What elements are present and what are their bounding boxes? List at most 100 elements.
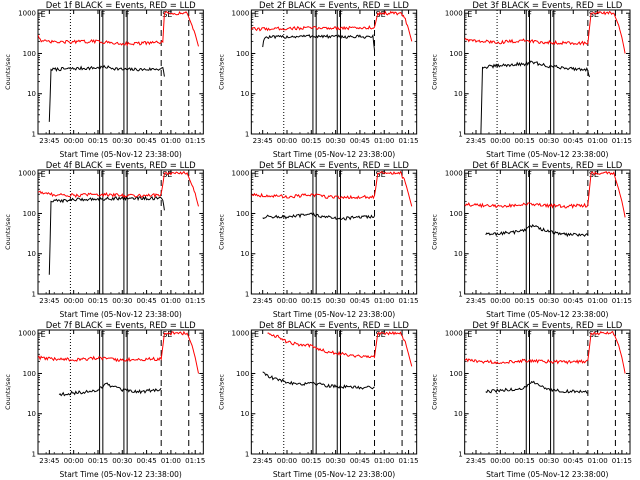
x-tick-label: 23:45 xyxy=(39,297,59,305)
y-tick-label: 100 xyxy=(23,210,36,218)
y-tick-label: 10 xyxy=(240,90,249,98)
x-tick-label: 00:30 xyxy=(539,137,559,145)
x-tick-label: 01:00 xyxy=(587,297,607,305)
x-tick-label: 23:45 xyxy=(39,457,59,465)
x-axis-label: Start Time (05-Nov-12 23:38:00) xyxy=(486,150,608,159)
chart-panel-2: Det 2f BLACK = Events, RED = LLD Counts/s… xyxy=(217,1,418,159)
lld-series-line xyxy=(38,11,199,47)
event-marker-label: F xyxy=(314,170,319,179)
y-axis-label: Counts/sec xyxy=(4,54,12,90)
event-marker-label: E xyxy=(41,10,46,19)
event-marker-label: F xyxy=(125,10,130,19)
event-marker-label: F xyxy=(314,10,319,19)
events-series-line xyxy=(58,382,162,397)
y-tick-label: 10 xyxy=(27,410,36,418)
x-axis-label: Start Time (05-Nov-12 23:38:00) xyxy=(273,150,395,159)
x-tick-label: 00:15 xyxy=(515,137,535,145)
x-tick-label: 01:00 xyxy=(161,297,181,305)
plot-frame xyxy=(464,9,631,135)
x-tick-label: 01:00 xyxy=(374,297,394,305)
x-tick-label: 00:45 xyxy=(563,457,583,465)
plot-frame xyxy=(250,169,418,295)
x-tick-label: 00:45 xyxy=(137,137,157,145)
event-marker-label: SE xyxy=(376,330,386,339)
event-marker-label: F xyxy=(552,330,557,339)
x-tick-label: 01:15 xyxy=(612,137,632,145)
event-marker-label: SE xyxy=(376,10,386,19)
x-axis-label: Start Time (05-Nov-12 23:38:00) xyxy=(60,310,182,319)
x-tick-label: 00:45 xyxy=(137,297,157,305)
y-axis-label: Counts/sec xyxy=(4,214,12,250)
y-tick-label: 100 xyxy=(449,370,462,378)
lld-series-line xyxy=(464,171,626,218)
y-axis-label: Counts/sec xyxy=(431,214,439,250)
y-axis-label: Counts/sec xyxy=(431,374,439,410)
event-marker-label: E xyxy=(254,170,259,179)
event-marker-label: F xyxy=(338,10,343,19)
event-marker-label: F xyxy=(527,170,532,179)
chart-panel-4: Det 4f BLACK = Events, RED = LLD Counts/s… xyxy=(4,161,205,319)
x-tick-label: 01:00 xyxy=(374,457,394,465)
event-marker-label: F xyxy=(125,330,130,339)
x-tick-label: 00:45 xyxy=(350,457,370,465)
x-tick-label: 00:00 xyxy=(490,137,510,145)
x-axis-label: Start Time (05-Nov-12 23:38:00) xyxy=(60,150,182,159)
event-marker-label: SE xyxy=(162,330,172,339)
chart-title: Det 5f BLACK = Events, RED = LLD xyxy=(259,161,409,171)
event-marker-label: F xyxy=(338,170,343,179)
y-tick-label: 1 xyxy=(245,131,249,139)
y-tick-label: 1 xyxy=(245,451,249,459)
plot-frame xyxy=(250,329,418,455)
event-marker-label: F xyxy=(125,170,130,179)
event-marker-label: F xyxy=(527,330,532,339)
x-axis-label: Start Time (05-Nov-12 23:38:00) xyxy=(486,310,608,319)
y-axis-label: Counts/sec xyxy=(217,374,225,410)
y-tick-label: 10 xyxy=(454,90,463,98)
event-marker-label: SE xyxy=(589,330,599,339)
chart-panel-1: Det 1f BLACK = Events, RED = LLD Counts/s… xyxy=(4,1,205,159)
event-marker-label: F xyxy=(552,170,557,179)
x-tick-label: 00:15 xyxy=(88,457,108,465)
x-tick-label: 00:15 xyxy=(515,457,535,465)
x-tick-label: 00:45 xyxy=(563,297,583,305)
x-tick-label: 01:00 xyxy=(161,137,181,145)
event-marker-label: F xyxy=(552,10,557,19)
x-tick-label: 00:15 xyxy=(301,297,321,305)
y-tick-label: 10 xyxy=(454,410,463,418)
chart-panel-3: Det 3f BLACK = Events, RED = LLD Counts/s… xyxy=(431,1,632,159)
x-tick-label: 01:15 xyxy=(398,457,418,465)
events-series-line xyxy=(480,60,590,134)
events-series-line xyxy=(48,195,165,275)
chart-title: Det 8f BLACK = Events, RED = LLD xyxy=(259,321,409,331)
y-tick-label: 100 xyxy=(23,50,36,58)
x-axis-label: Start Time (05-Nov-12 23:38:00) xyxy=(273,470,395,479)
event-marker-label: F xyxy=(338,330,343,339)
y-tick-label: 1000 xyxy=(232,330,250,338)
events-series-line xyxy=(485,380,589,394)
plot-frame xyxy=(464,329,631,455)
y-axis-label: Counts/sec xyxy=(431,54,439,90)
y-tick-label: 100 xyxy=(23,370,36,378)
plot-frame xyxy=(37,9,204,135)
y-tick-label: 100 xyxy=(236,370,249,378)
y-tick-label: 100 xyxy=(449,50,462,58)
x-tick-label: 00:00 xyxy=(490,297,510,305)
plot-frame xyxy=(37,329,204,455)
x-tick-label: 00:00 xyxy=(277,297,297,305)
x-tick-label: 01:15 xyxy=(398,297,418,305)
lld-series-line xyxy=(267,330,413,367)
x-tick-label: 00:00 xyxy=(490,457,510,465)
x-tick-label: 00:30 xyxy=(112,297,132,305)
x-tick-label: 01:15 xyxy=(185,297,205,305)
event-marker-label: SE xyxy=(589,10,599,19)
x-tick-label: 00:00 xyxy=(277,137,297,145)
y-tick-label: 1000 xyxy=(445,10,463,18)
x-tick-label: 01:15 xyxy=(185,457,205,465)
lld-series-line xyxy=(464,330,626,374)
x-tick-label: 23:45 xyxy=(466,457,486,465)
event-marker-label: E xyxy=(467,10,472,19)
event-marker-label: SE xyxy=(376,170,386,179)
x-tick-label: 00:15 xyxy=(301,457,321,465)
x-tick-label: 01:15 xyxy=(185,137,205,145)
